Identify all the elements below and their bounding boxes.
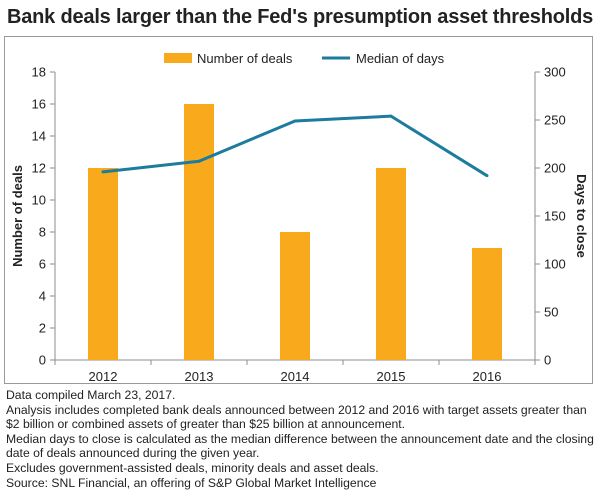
chart-frame	[4, 36, 593, 384]
note-median: Median days to close is calculated as th…	[6, 431, 594, 461]
right-tick-label: 200	[544, 161, 566, 176]
notes: Data compiled March 23, 2017. Analysis i…	[6, 388, 594, 490]
line-series-median-days	[102, 114, 488, 177]
left-tick-label: 16	[32, 97, 46, 112]
left-tick-label: 18	[32, 65, 46, 80]
line-point-2014	[293, 119, 297, 123]
line-point-2013	[197, 159, 201, 163]
left-tick-label: 10	[32, 193, 46, 208]
left-tick-label: 6	[39, 257, 46, 272]
left-tick-label: 2	[39, 321, 46, 336]
bars	[88, 104, 502, 360]
legend-swatch-deals	[164, 53, 192, 63]
bar-2012	[88, 168, 118, 360]
median-days-line	[101, 114, 489, 178]
right-tick-label: 150	[544, 209, 566, 224]
axis-labels: 0 2 4 6 8 10 12 14 16 18 0 50 100 150 200 250 300 2012 201…	[10, 65, 589, 385]
right-tick-label: 100	[544, 257, 566, 272]
line-point-2015	[389, 114, 393, 118]
note-source: Source: SNL Financial, an offering of S&…	[6, 475, 377, 490]
x-tick-label: 2013	[185, 369, 214, 384]
left-tick-label: 0	[39, 353, 46, 368]
bar-2015	[376, 168, 406, 360]
right-tick-label: 50	[544, 305, 558, 320]
y2-axis-title: Days to close	[574, 174, 589, 258]
note-excludes: Excludes government-assisted deals, mino…	[6, 460, 379, 475]
y-axis-title: Number of deals	[10, 165, 25, 267]
left-tick-label: 14	[32, 129, 46, 144]
note-analysis: Analysis includes completed bank deals a…	[6, 402, 587, 432]
x-tick-label: 2016	[473, 369, 502, 384]
x-tick-label: 2015	[377, 369, 406, 384]
line-point-2012	[101, 170, 105, 174]
x-tick-label: 2012	[89, 369, 118, 384]
right-tick-label: 0	[544, 353, 551, 368]
x-tick-label: 2014	[281, 369, 310, 384]
right-tick-label: 250	[544, 113, 566, 128]
legend-label-days: Median of days	[356, 51, 445, 66]
left-tick-label: 8	[39, 225, 46, 240]
bar-2014	[280, 232, 310, 360]
line-point-2016	[485, 174, 489, 178]
legend: Number of deals Median of days	[164, 51, 445, 66]
left-tick-label: 12	[32, 161, 46, 176]
bar-2013	[184, 104, 214, 360]
left-tick-label: 4	[39, 289, 46, 304]
chart-title: Bank deals larger than the Fed's presump…	[7, 6, 594, 28]
right-tick-label: 300	[544, 65, 566, 80]
bar-2016	[472, 248, 502, 360]
legend-label-deals: Number of deals	[197, 51, 293, 66]
note-compiled: Data compiled March 23, 2017.	[6, 388, 176, 402]
